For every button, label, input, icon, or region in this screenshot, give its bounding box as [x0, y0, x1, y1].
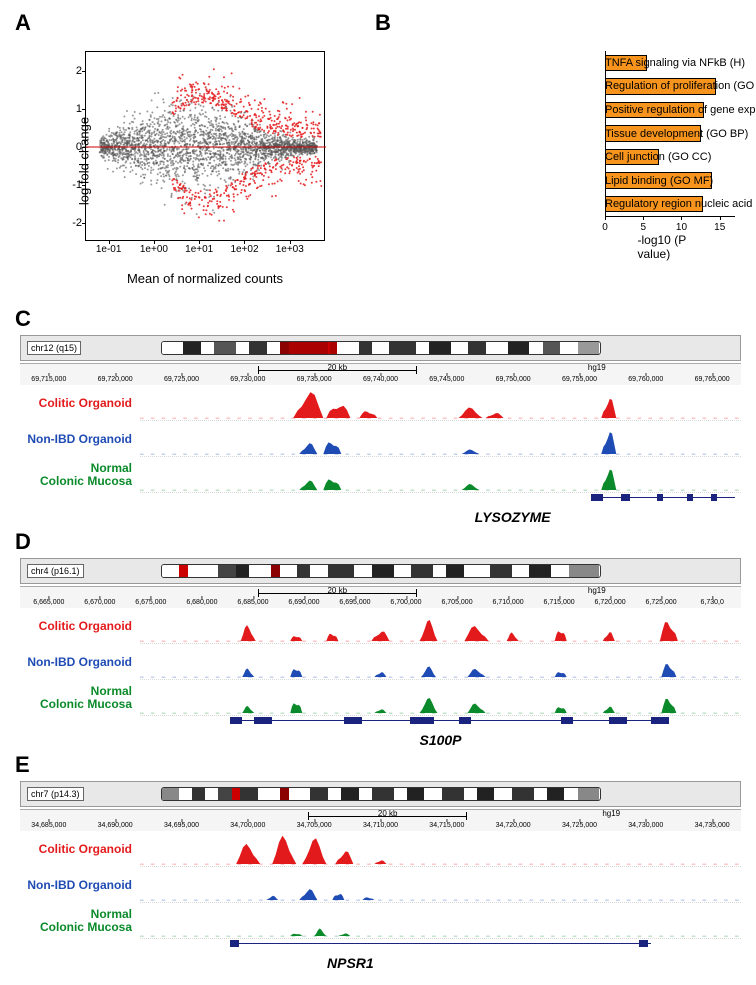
- signal-label: NormalColonic Mucosa: [20, 457, 140, 493]
- ideogram-row: chr12 (q15): [20, 335, 741, 361]
- chrom-label: chr12 (q15): [27, 341, 81, 355]
- panel-b: B -log10 (P value) TNFA signaling via NF…: [365, 10, 741, 281]
- signal-row: Colitic Organoid: [20, 831, 741, 867]
- signal-row: Non-IBD Organoid: [20, 644, 741, 680]
- signal-row: NormalColonic Mucosa: [20, 903, 741, 939]
- chrom-label: chr4 (p16.1): [27, 564, 84, 578]
- signal-row: Non-IBD Organoid: [20, 421, 741, 457]
- panel-E-label: E: [15, 752, 741, 778]
- panel-b-label: B: [375, 10, 741, 36]
- ideogram-row: chr7 (p14.3): [20, 781, 741, 807]
- figure-container: A log fold change -2-10121e-011e+001e+01…: [0, 0, 756, 985]
- signal-label: Colitic Organoid: [20, 385, 140, 421]
- top-row: A log fold change -2-10121e-011e+001e+01…: [15, 10, 741, 281]
- gene-name: NPSR1: [327, 955, 374, 971]
- signal-label: Non-IBD Organoid: [20, 644, 140, 680]
- ideogram: [161, 787, 601, 801]
- gene-row: S100P: [140, 716, 741, 734]
- track-panel-E: Echr7 (p14.3) 20 kbhg1934,685,00034,690,0…: [15, 752, 741, 957]
- ma-plot-container: log fold change -2-10121e-011e+001e+011e…: [45, 41, 345, 281]
- signal-label: Colitic Organoid: [20, 608, 140, 644]
- panel-D-label: D: [15, 529, 741, 555]
- signal-label: NormalColonic Mucosa: [20, 903, 140, 939]
- track-panel-C: Cchr12 (q15) 20 kbhg1969,715,00069,720,00…: [15, 306, 741, 511]
- gene-name: S100P: [419, 732, 461, 748]
- signal-label: NormalColonic Mucosa: [20, 680, 140, 716]
- panel-a-label: A: [15, 10, 345, 36]
- signal-row: NormalColonic Mucosa: [20, 680, 741, 716]
- gene-name: LYSOZYME: [475, 509, 551, 525]
- track-panels: Cchr12 (q15) 20 kbhg1969,715,00069,720,00…: [15, 306, 741, 957]
- go-bar-chart: -log10 (P value) TNFA signaling via NFkB…: [375, 51, 735, 251]
- ma-plot: -2-10121e-011e+001e+011e+021e+03: [85, 51, 325, 241]
- chrom-label: chr7 (p14.3): [27, 787, 84, 801]
- ideogram-row: chr4 (p16.1): [20, 558, 741, 584]
- ideogram: [161, 341, 601, 355]
- signal-row: Non-IBD Organoid: [20, 867, 741, 903]
- signal-row: NormalColonic Mucosa: [20, 457, 741, 493]
- signal-label: Colitic Organoid: [20, 831, 140, 867]
- ideogram: [161, 564, 601, 578]
- signal-row: Colitic Organoid: [20, 385, 741, 421]
- signal-label: Non-IBD Organoid: [20, 421, 140, 457]
- signal-label: Non-IBD Organoid: [20, 867, 140, 903]
- panel-a: A log fold change -2-10121e-011e+001e+01…: [15, 10, 345, 281]
- ma-plot-svg: [86, 52, 326, 242]
- signal-row: Colitic Organoid: [20, 608, 741, 644]
- gene-row: LYSOZYME: [140, 493, 741, 511]
- coord-row: 20 kbhg1969,715,00069,720,00069,725,0006…: [20, 363, 741, 385]
- track-panel-D: Dchr4 (p16.1) 20 kbhg196,665,0006,670,000…: [15, 529, 741, 734]
- gene-row: NPSR1: [140, 939, 741, 957]
- coord-row: 20 kbhg196,665,0006,670,0006,675,0006,68…: [20, 586, 741, 608]
- bar-x-label: -log10 (P value): [638, 233, 703, 261]
- coord-row: 20 kbhg1934,685,00034,690,00034,695,0003…: [20, 809, 741, 831]
- panel-C-label: C: [15, 306, 741, 332]
- ma-plot-xlabel: Mean of normalized counts: [127, 271, 283, 286]
